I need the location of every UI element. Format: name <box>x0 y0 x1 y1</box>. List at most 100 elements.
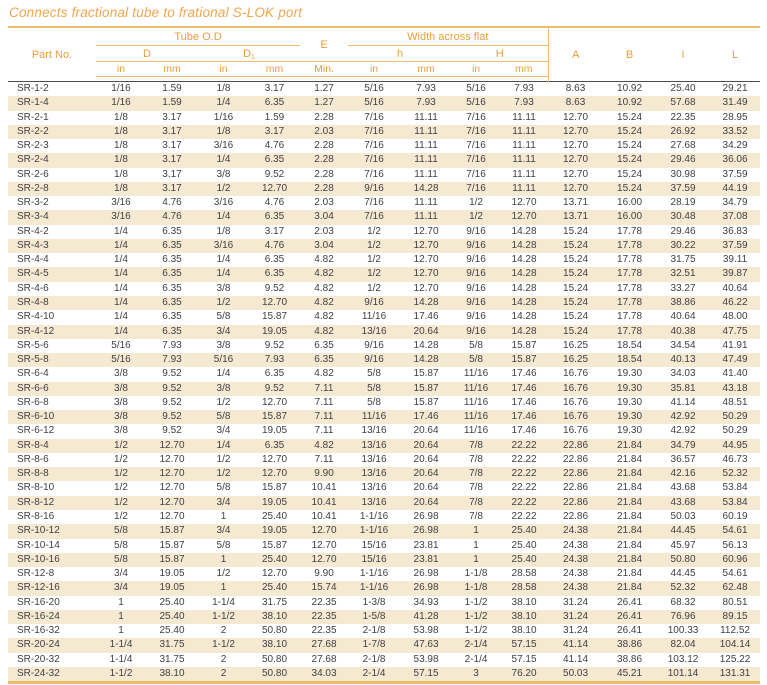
value-cell: 44.45 <box>670 568 696 580</box>
value-cell: 12.70 <box>563 154 589 166</box>
value-cell: 24.38 <box>563 582 589 594</box>
value-cell: 52.32 <box>670 582 696 594</box>
table-row: SR-16-32 1 25.40 2 50.80 22.35 2-1/8 53.98 1-1/2… <box>8 624 760 638</box>
value-cell: 16.76 <box>563 396 589 408</box>
value-cell: 1/2 <box>469 211 483 223</box>
table-row: SR-12-8 3/4 19.05 1/2 12.70 9.90 1-1/16 26.98 1-… <box>8 567 760 581</box>
value-cell: 33.27 <box>670 282 696 294</box>
col-header-b: B <box>625 48 634 61</box>
value-cell: 31.24 <box>563 596 589 608</box>
part-no-cell: SR-10-16 <box>17 553 60 565</box>
value-cell: 21.84 <box>617 468 643 480</box>
value-cell: 3.17 <box>249 81 301 97</box>
value-cell: 1-7/8 <box>362 639 386 651</box>
value-cell: 1/4 <box>216 368 231 380</box>
part-no-cell: SR-6-10 <box>17 411 55 423</box>
value-cell: 30.98 <box>670 168 696 180</box>
value-cell: 6.35 <box>264 154 285 166</box>
value-cell: 3/4 <box>114 582 128 594</box>
value-cell: 89.15 <box>722 610 748 622</box>
value-cell: 12.70 <box>413 282 439 294</box>
table-row: SR-1-4 1/16 1.59 1/4 6.35 1.27 5/16 7.93 5/16 7.9… <box>8 96 761 111</box>
value-cell: 25.40 <box>511 525 537 537</box>
table-row: SR-24-32 1-1/2 38.10 2 50.80 34.03 2-1/4 57.15 3… <box>8 666 761 685</box>
part-no-cell: SR-20-32 <box>17 653 60 665</box>
value-cell: 1-1/16 <box>359 525 389 537</box>
value-cell: 31.24 <box>563 610 589 622</box>
value-cell: 50.03 <box>548 666 604 685</box>
value-cell: 6.35 <box>314 339 334 351</box>
value-cell: 15.87 <box>159 539 185 551</box>
value-cell: 34.29 <box>722 140 748 152</box>
part-no-cell: SR-24-32 <box>8 666 96 685</box>
value-cell: 41.28 <box>413 610 439 622</box>
value-cell: 57.15 <box>511 639 537 651</box>
value-cell: 12.70 <box>159 496 185 508</box>
value-cell: 1-1/2 <box>464 596 488 608</box>
table-row: SR-4-6 1/4 6.35 3/8 9.52 4.82 1/2 12.70 9/16 14.2… <box>8 282 760 296</box>
value-cell: 50.80 <box>249 666 301 685</box>
value-cell: 22.22 <box>511 482 537 494</box>
value-cell: 15.24 <box>617 111 643 123</box>
value-cell: 31.49 <box>722 97 748 109</box>
unit-header: mm <box>249 62 301 82</box>
value-cell: 40.64 <box>722 282 748 294</box>
value-cell: 38.10 <box>146 666 198 685</box>
value-cell: 1-5/8 <box>362 610 386 622</box>
value-cell: 31.75 <box>159 639 185 651</box>
value-cell: 101.14 <box>656 666 711 685</box>
value-cell: 9.90 <box>314 568 334 580</box>
value-cell: 11/16 <box>463 396 489 408</box>
table-row: SR-4-12 1/4 6.35 3/4 19.05 4.82 13/16 20.64 9/16… <box>8 324 761 339</box>
value-cell: 17.46 <box>511 382 537 394</box>
value-cell: 12.70 <box>262 296 288 308</box>
value-cell: 26.92 <box>670 125 696 137</box>
value-cell: 15.24 <box>563 225 589 237</box>
value-cell: 23.81 <box>413 539 439 551</box>
value-cell: 19.05 <box>262 425 288 437</box>
value-cell: 8.63 <box>548 81 604 97</box>
value-cell: 3/8 <box>216 382 231 394</box>
value-cell: 20.64 <box>413 439 439 451</box>
value-cell: 38.86 <box>670 296 696 308</box>
value-cell: 1/2 <box>367 268 381 280</box>
table-row: SR-6-6 3/8 9.52 3/8 9.52 7.11 5/8 15.87 11/16 17.… <box>8 381 761 396</box>
value-cell: 2.28 <box>314 154 334 166</box>
value-cell: 5/8 <box>469 339 483 351</box>
value-cell: 19.30 <box>617 396 643 408</box>
value-cell: 43.68 <box>670 482 696 494</box>
value-cell: 9/16 <box>466 239 486 251</box>
value-cell: 17.46 <box>413 411 439 423</box>
value-cell: 12.70 <box>311 553 337 565</box>
value-cell: 37.59 <box>722 168 748 180</box>
value-cell: 6.35 <box>264 268 285 280</box>
value-cell: 21.84 <box>617 496 643 508</box>
value-cell: 11/16 <box>463 411 489 423</box>
value-cell: 62.48 <box>722 582 748 594</box>
value-cell: 76.20 <box>500 666 549 685</box>
value-cell: 7/16 <box>364 140 384 152</box>
value-cell: 2.28 <box>314 182 334 194</box>
value-cell: 19.05 <box>262 496 288 508</box>
table-row: SR-16-24 1 25.40 1-1/2 38.10 22.35 1-5/8 41.28 1… <box>8 609 761 625</box>
value-cell: 50.03 <box>670 510 696 522</box>
part-no-cell: SR-4-2 <box>17 225 49 237</box>
value-cell: 25.40 <box>262 582 288 594</box>
value-cell: 3.17 <box>162 111 182 123</box>
value-cell: 20.64 <box>413 425 439 437</box>
value-cell: 46.73 <box>722 453 748 465</box>
value-cell: 1.59 <box>264 111 285 123</box>
table-row: SR-2-8 1/8 3.17 1/2 12.70 2.28 9/16 14.28 7/16 11… <box>8 181 761 197</box>
value-cell: 9/16 <box>466 311 486 323</box>
value-cell: 12.70 <box>262 468 288 480</box>
value-cell: 1/4 <box>216 439 231 451</box>
value-cell: 12.70 <box>413 239 439 251</box>
value-cell: 3.17 <box>264 125 285 137</box>
value-cell: 19.30 <box>617 425 643 437</box>
value-cell: 41.40 <box>722 368 748 380</box>
value-cell: 1 <box>473 539 479 551</box>
value-cell: 22.22 <box>511 496 537 508</box>
value-cell: 5/16 <box>348 81 401 97</box>
col-group-width-across-flat: Width across flat <box>348 27 549 46</box>
table-row: SR-20-24 1-1/4 31.75 1-1/2 38.10 27.68 1-7/8 47… <box>8 638 761 653</box>
